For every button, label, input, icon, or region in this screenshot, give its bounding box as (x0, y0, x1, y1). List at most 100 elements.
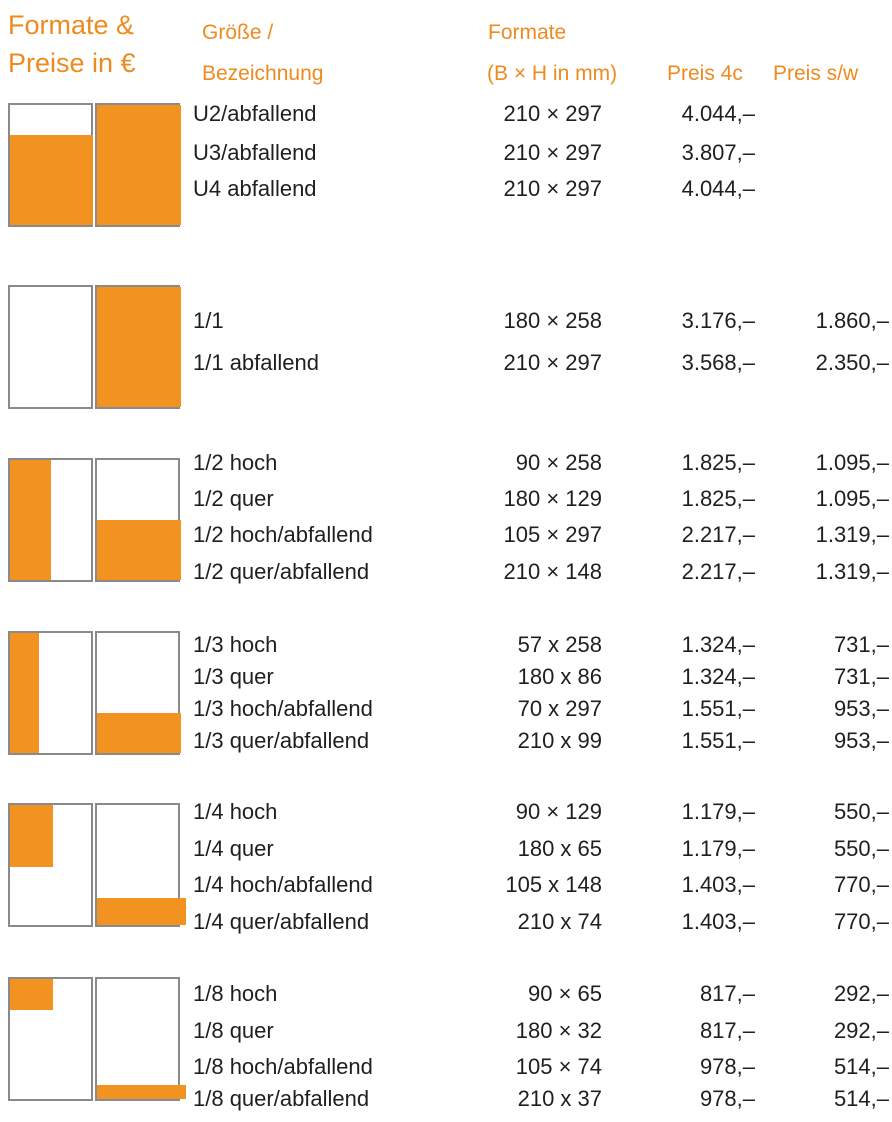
ad-area (10, 135, 93, 225)
size-name: 1/3 quer/abfallend (193, 728, 370, 753)
price-sw: 1.095,– (815, 450, 889, 475)
table-row: 1/4 quer/abfallend 210 x 74 1.403,– 770,… (0, 911, 892, 945)
size-name: 1/8 quer/abfallend (193, 1086, 370, 1111)
table-row: U3/abfallend 210 × 297 3.807,– (0, 142, 892, 176)
ad-area (97, 520, 181, 580)
format-value: 105 × 74 (515, 1054, 602, 1079)
size-name: 1/4 quer (193, 836, 274, 861)
price-sw: 770,– (833, 909, 889, 934)
price-4c: 1.551,– (681, 696, 755, 721)
table-row: 1/8 quer/abfallend 210 x 37 978,– 514,– (0, 1088, 892, 1122)
page-title-line2: Preise in € (8, 48, 136, 78)
price-4c: 978,– (699, 1054, 755, 1079)
table-row: 1/3 quer/abfallend 210 x 99 1.551,– 953,… (0, 730, 892, 764)
price-4c: 1.551,– (681, 728, 755, 753)
size-name: 1/2 hoch (193, 450, 278, 475)
price-sw: 292,– (833, 1018, 889, 1043)
table-row: 1/8 hoch 90 × 65 817,– 292,– (0, 983, 892, 1017)
table-row: U2/abfallend 210 × 297 4.044,– (0, 103, 892, 137)
price-4c: 978,– (699, 1086, 755, 1111)
format-value: 180 × 129 (503, 486, 602, 511)
format-value: 180 × 258 (503, 308, 602, 333)
format-value: 90 × 129 (515, 799, 602, 824)
ad-area (10, 979, 53, 1010)
size-name: 1/3 hoch/abfallend (193, 696, 373, 721)
price-4c: 3.807,– (681, 140, 755, 165)
format-value: 210 × 297 (503, 101, 602, 126)
price-sw: 514,– (833, 1086, 889, 1111)
table-row: 1/1 180 × 258 3.176,– 1.860,– (0, 310, 892, 344)
page-title-line1: Formate & (8, 10, 135, 40)
table-row: 1/8 hoch/abfallend 105 × 74 978,– 514,– (0, 1056, 892, 1090)
price-sw: 2.350,– (815, 350, 889, 375)
table-row: 1/2 hoch/abfallend 105 × 297 2.217,– 1.3… (0, 524, 892, 558)
col-header-size-line2: Bezeichnung (202, 62, 324, 85)
size-name: U3/abfallend (193, 140, 317, 165)
format-value: 180 × 32 (515, 1018, 602, 1043)
format-value: 90 × 258 (515, 450, 602, 475)
page-left (8, 285, 93, 409)
price-4c: 817,– (699, 981, 755, 1006)
format-value: 210 × 297 (503, 350, 602, 375)
price-sw: 292,– (833, 981, 889, 1006)
col-header-size-line1: Größe / (202, 21, 274, 44)
table-row: U4 abfallend 210 × 297 4.044,– (0, 178, 892, 212)
price-sw: 1.319,– (815, 559, 889, 584)
price-sw: 1.319,– (815, 522, 889, 547)
price-sw: 731,– (833, 664, 889, 689)
price-sw: 1.095,– (815, 486, 889, 511)
ad-area (97, 1085, 186, 1099)
price-sw: 514,– (833, 1054, 889, 1079)
format-value: 180 x 86 (517, 664, 602, 689)
size-name: U2/abfallend (193, 101, 317, 126)
price-4c: 1.179,– (681, 799, 755, 824)
page-right (95, 977, 180, 1101)
ad-area (10, 460, 51, 580)
format-value: 210 × 297 (503, 140, 602, 165)
ad-area (97, 713, 181, 753)
price-4c: 4.044,– (681, 101, 755, 126)
size-name: 1/2 hoch/abfallend (193, 522, 373, 547)
size-name: 1/2 quer/abfallend (193, 559, 370, 584)
price-4c: 4.044,– (681, 176, 755, 201)
table-row: 1/3 hoch/abfallend 70 x 297 1.551,– 953,… (0, 698, 892, 732)
col-header-format-line2: (B × H in mm) (487, 62, 618, 85)
table-row: 1/3 quer 180 x 86 1.324,– 731,– (0, 666, 892, 700)
format-diagram-half-page (8, 458, 188, 582)
size-name: 1/8 hoch/abfallend (193, 1054, 373, 1079)
price-4c: 3.568,– (681, 350, 755, 375)
table-row: 1/3 hoch 57 x 258 1.324,– 731,– (0, 634, 892, 668)
size-name: 1/2 quer (193, 486, 274, 511)
size-name: 1/3 quer (193, 664, 274, 689)
ad-area (97, 105, 181, 225)
size-name: U4 abfallend (193, 176, 317, 201)
table-row: 1/8 quer 180 × 32 817,– 292,– (0, 1020, 892, 1054)
size-name: 1/1 (193, 308, 224, 333)
col-header-price-4c: Preis 4c (667, 62, 743, 85)
format-diagram-cover (8, 103, 188, 227)
price-4c: 1.825,– (681, 486, 755, 511)
format-diagram-eighth-page (8, 977, 188, 1101)
size-name: 1/4 quer/abfallend (193, 909, 370, 934)
price-4c: 1.179,– (681, 836, 755, 861)
format-value: 210 x 74 (517, 909, 602, 934)
format-value: 90 × 65 (527, 981, 602, 1006)
price-sw: 770,– (833, 872, 889, 897)
format-value: 70 x 297 (517, 696, 602, 721)
price-sw: 731,– (833, 632, 889, 657)
ad-area (97, 898, 186, 925)
table-row: 1/2 hoch 90 × 258 1.825,– 1.095,– (0, 452, 892, 486)
size-name: 1/1 abfallend (193, 350, 319, 375)
format-value: 105 x 148 (505, 872, 602, 897)
price-4c: 1.324,– (681, 664, 755, 689)
price-sw: 953,– (833, 728, 889, 753)
col-header-price-sw: Preis s/w (773, 62, 859, 85)
size-name: 1/4 hoch (193, 799, 278, 824)
format-value: 210 × 297 (503, 176, 602, 201)
table-row: 1/2 quer/abfallend 210 × 148 2.217,– 1.3… (0, 561, 892, 595)
format-value: 57 x 258 (517, 632, 602, 657)
ad-area (10, 633, 39, 753)
format-diagram-full-page (8, 285, 188, 409)
size-name: 1/8 quer (193, 1018, 274, 1043)
format-diagram-third-page (8, 631, 188, 755)
